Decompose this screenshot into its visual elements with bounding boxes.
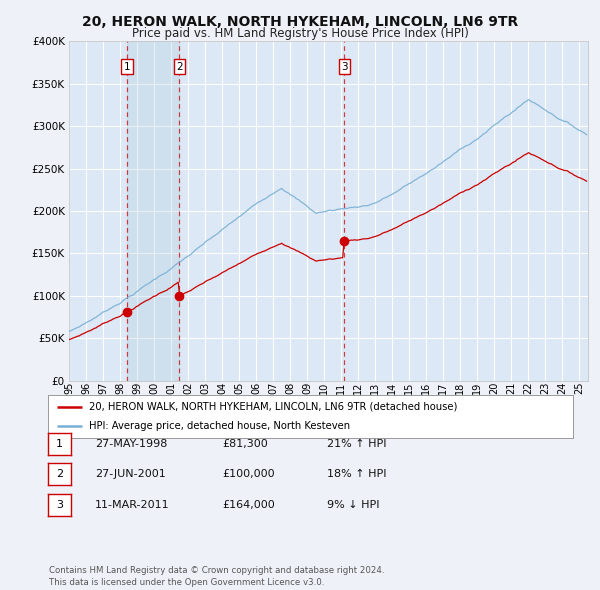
Text: £100,000: £100,000 <box>222 470 275 479</box>
Text: HPI: Average price, detached house, North Kesteven: HPI: Average price, detached house, Nort… <box>89 421 350 431</box>
Bar <box>127 41 179 381</box>
Text: £81,300: £81,300 <box>222 439 268 448</box>
Text: 9% ↓ HPI: 9% ↓ HPI <box>327 500 380 510</box>
Text: 20, HERON WALK, NORTH HYKEHAM, LINCOLN, LN6 9TR (detached house): 20, HERON WALK, NORTH HYKEHAM, LINCOLN, … <box>89 402 457 412</box>
Text: Price paid vs. HM Land Registry's House Price Index (HPI): Price paid vs. HM Land Registry's House … <box>131 27 469 40</box>
Text: 18% ↑ HPI: 18% ↑ HPI <box>327 470 386 479</box>
Text: 1: 1 <box>124 62 130 72</box>
Text: 1: 1 <box>56 439 63 448</box>
Text: 27-MAY-1998: 27-MAY-1998 <box>95 439 167 448</box>
Text: Contains HM Land Registry data © Crown copyright and database right 2024.
This d: Contains HM Land Registry data © Crown c… <box>49 566 385 587</box>
Text: 11-MAR-2011: 11-MAR-2011 <box>95 500 169 510</box>
Text: 27-JUN-2001: 27-JUN-2001 <box>95 470 166 479</box>
Text: 3: 3 <box>341 62 348 72</box>
Text: 2: 2 <box>56 470 63 479</box>
Text: 3: 3 <box>56 500 63 510</box>
Text: 20, HERON WALK, NORTH HYKEHAM, LINCOLN, LN6 9TR: 20, HERON WALK, NORTH HYKEHAM, LINCOLN, … <box>82 15 518 29</box>
Text: 2: 2 <box>176 62 183 72</box>
Text: £164,000: £164,000 <box>222 500 275 510</box>
Text: 21% ↑ HPI: 21% ↑ HPI <box>327 439 386 448</box>
